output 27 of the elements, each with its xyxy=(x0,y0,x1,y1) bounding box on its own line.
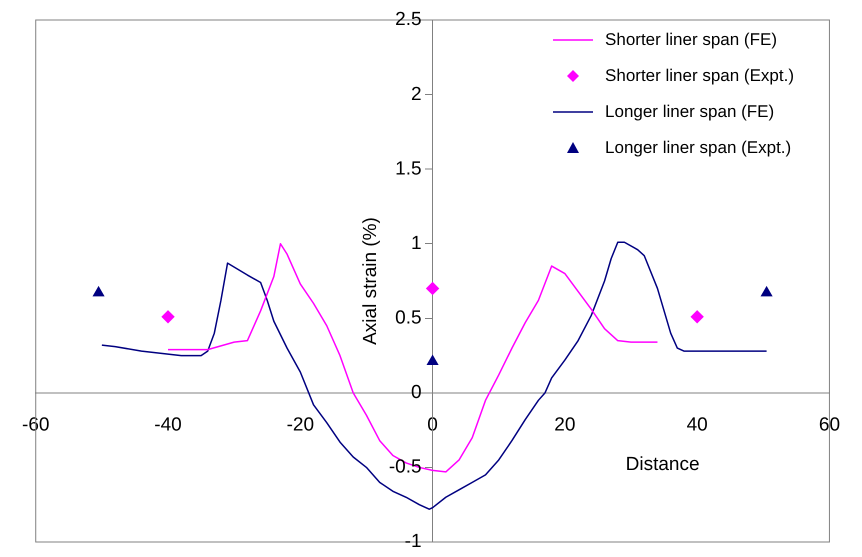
x-tick-label: 60 xyxy=(818,414,840,436)
y-tick-label: 1.5 xyxy=(395,158,422,180)
x-tick-label: -20 xyxy=(286,414,314,436)
y-tick-label: -0.5 xyxy=(388,456,422,478)
point xyxy=(92,286,104,296)
y-tick-label: 1 xyxy=(411,232,422,254)
x-tick-label: 40 xyxy=(686,414,708,436)
x-tick-label: 20 xyxy=(554,414,576,436)
point xyxy=(690,310,704,324)
point xyxy=(162,310,175,324)
y-axis-title: Axial strain (%) xyxy=(360,217,381,345)
point xyxy=(426,282,440,295)
legend-label: Longer liner span (FE) xyxy=(605,101,774,123)
x-axis-title: Distance xyxy=(626,454,700,476)
y-tick-label: 2.5 xyxy=(395,9,422,30)
legend-label: Shorter liner span (FE) xyxy=(605,29,777,51)
point xyxy=(426,355,438,366)
y-tick-label: 0 xyxy=(411,382,422,404)
x-tick-label: -40 xyxy=(154,414,182,436)
x-tick-label: 0 xyxy=(427,414,438,436)
x-tick-label: -60 xyxy=(22,414,50,436)
y-tick-label: 0.5 xyxy=(395,308,422,329)
y-tick-label: -1 xyxy=(404,531,422,552)
legend-label: Shorter liner span (Expt.) xyxy=(605,65,794,87)
point xyxy=(760,286,772,296)
legend-label: Longer liner span (Expt.) xyxy=(605,137,792,159)
y-tick-label: 2 xyxy=(411,84,422,105)
